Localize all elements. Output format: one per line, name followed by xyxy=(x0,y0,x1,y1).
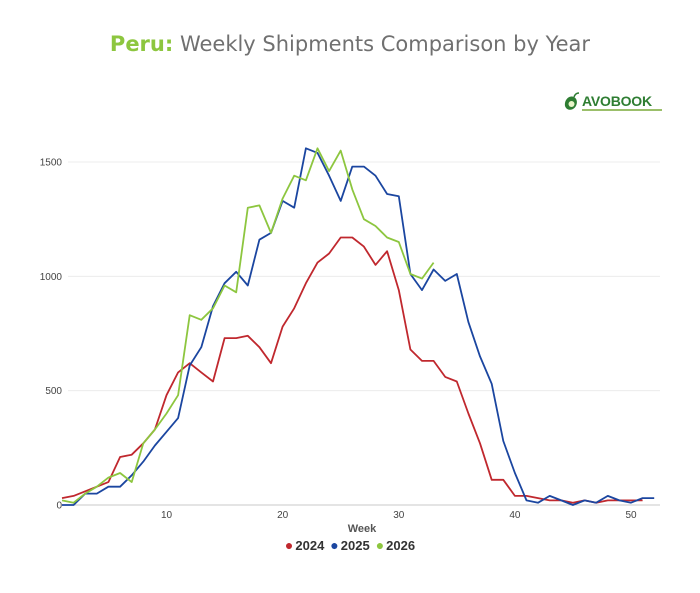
series-line-2026 xyxy=(61,147,435,504)
legend-label: 2025 xyxy=(340,538,370,553)
x-tick-label: 30 xyxy=(393,510,405,521)
legend-marker-icon: ● xyxy=(375,537,385,553)
legend: ● 2024 ● 2025 ● 2026 xyxy=(0,537,700,553)
y-tick-label: 0 xyxy=(56,501,62,512)
legend-label: 2026 xyxy=(386,538,416,553)
avocado-icon xyxy=(564,92,580,110)
grid-lines xyxy=(68,161,660,506)
x-axis: 10 20 30 40 50 xyxy=(161,510,637,521)
logo-text: AVOBOOK xyxy=(582,93,652,109)
y-tick-label: 1000 xyxy=(40,272,63,283)
chart-title: Peru: Weekly Shipments Comparison by Yea… xyxy=(0,32,700,56)
legend-marker-icon: ● xyxy=(284,537,294,553)
series-line-2024 xyxy=(61,236,643,504)
series-line-2025 xyxy=(62,147,655,506)
y-tick-label: 500 xyxy=(45,386,62,397)
legend-item-2024[interactable]: ● 2024 xyxy=(285,537,324,553)
title-rest: Weekly Shipments Comparison by Year xyxy=(173,32,591,56)
title-country: Peru: xyxy=(109,32,174,56)
y-tick-label: 1500 xyxy=(40,158,63,169)
logo-underline xyxy=(582,109,662,111)
legend-marker-icon: ● xyxy=(330,537,339,553)
x-tick-label: 40 xyxy=(509,510,521,521)
legend-item-2025[interactable]: ● 2025 xyxy=(330,537,369,553)
x-tick-label: 10 xyxy=(161,510,173,521)
x-tick-label: 20 xyxy=(277,510,289,521)
x-axis-label: Week xyxy=(348,523,377,535)
series-lines xyxy=(61,147,655,506)
y-axis: 0 500 1000 1500 xyxy=(40,158,63,512)
x-tick-label: 50 xyxy=(625,510,637,521)
legend-label: 2024 xyxy=(295,538,325,553)
avobook-logo: AVOBOOK xyxy=(562,92,662,114)
legend-item-2026[interactable]: ● 2026 xyxy=(376,537,415,553)
